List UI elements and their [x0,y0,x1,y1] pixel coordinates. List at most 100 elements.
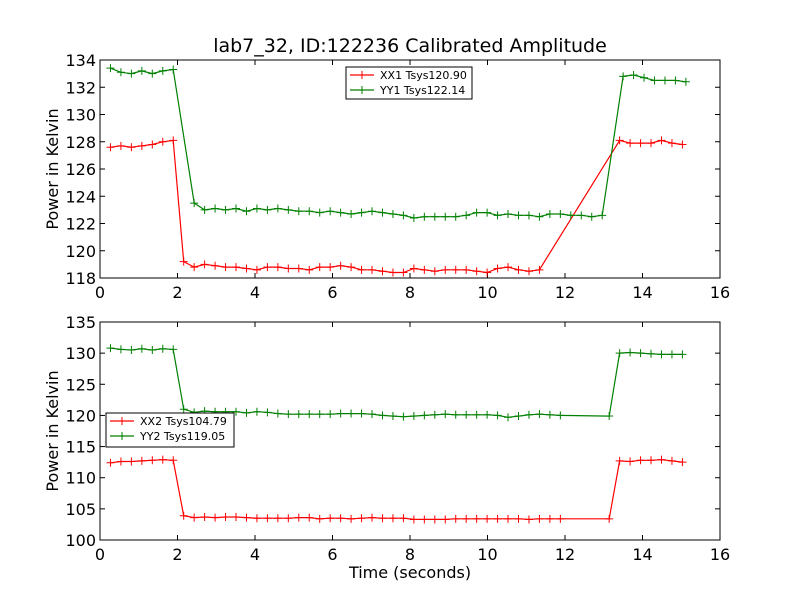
data-point [472,208,481,217]
legend: XX1 Tsys120.90 YY1 Tsys122.14 [345,66,473,100]
data-point [399,211,408,220]
data-point [326,410,335,419]
data-point [336,409,345,418]
data-point [378,208,387,217]
x-tick-label: 14 [632,283,652,302]
y-tick-label: 105 [65,500,96,519]
data-point [556,514,565,523]
data-point [169,65,178,74]
data-point [200,512,209,521]
y-tick-label: 132 [65,78,96,97]
data-point [305,265,314,274]
data-point [179,257,188,266]
data-point [451,265,460,274]
data-point [294,513,303,522]
data-point [273,263,282,272]
data-point [545,410,554,419]
data-point [263,205,272,214]
data-point [556,411,565,420]
data-point [524,515,533,524]
y-tick-label: 115 [65,438,96,457]
data-point [650,76,659,85]
data-point [409,264,418,273]
legend-marker [358,86,366,94]
data-point [116,68,125,77]
y-tick-label: 125 [65,375,96,394]
data-point [232,512,241,521]
data-point [368,207,377,216]
legend-marker [358,71,366,79]
data-point [305,207,314,216]
data-point [472,267,481,276]
data-point [681,77,690,86]
legend-marker [118,417,126,425]
data-point [158,455,167,464]
x-tick-label: 12 [555,545,575,564]
data-point [179,405,188,414]
data-point [545,209,554,218]
data-point [472,514,481,523]
data-point [305,410,314,419]
data-point [667,350,676,359]
data-point [420,212,429,221]
data-point [587,212,596,221]
data-point [326,207,335,216]
data-point [190,513,199,522]
data-point [232,204,241,213]
data-point [263,408,272,417]
y-tick-label: 122 [65,215,96,234]
legend: XX2 Tsys104.79 YY2 Tsys119.05 [105,412,235,448]
data-point [336,261,345,270]
data-point [657,136,666,145]
data-point [242,408,251,417]
x-tick-label: 6 [327,545,337,564]
data-point [409,515,418,524]
data-point [378,267,387,276]
y-tick-label: 120 [65,242,96,261]
data-point [284,264,293,273]
x-axis-label: Time (seconds) [348,563,471,582]
series-line [110,459,683,521]
data-point [504,413,513,422]
data-point [626,348,635,357]
data-point [368,410,377,419]
x-tick-label: 8 [405,283,415,302]
data-point [451,514,460,523]
data-point [629,70,638,79]
data-point [127,69,136,78]
data-point [273,409,282,418]
data-point [640,73,649,82]
data-point [615,136,624,145]
data-point [678,140,687,149]
data-point [535,514,544,523]
data-point [504,514,513,523]
data-point [420,265,429,274]
data-point [671,76,680,85]
data-point [273,514,282,523]
data-point [647,139,656,148]
x-tick-label: 0 [95,283,105,302]
data-point [462,211,471,220]
series-line [110,139,683,274]
data-point [388,209,397,218]
legend-box [345,66,473,100]
x-tick-label: 14 [632,545,652,564]
y-tick-label: 130 [65,106,96,125]
data-point [106,344,115,353]
data-point [598,211,607,220]
data-point [137,456,146,465]
x-tick-label: 10 [477,545,497,564]
data-point [504,209,513,218]
y-tick-label: 128 [65,133,96,152]
data-point [169,345,178,354]
data-point [357,208,366,217]
data-point [388,268,397,277]
data-point [368,513,377,522]
data-point [483,514,492,523]
series-1 [106,136,687,277]
data-point [493,211,502,220]
data-point [636,456,645,465]
data-point [619,72,628,81]
data-point [545,514,554,523]
data-point [284,205,293,214]
